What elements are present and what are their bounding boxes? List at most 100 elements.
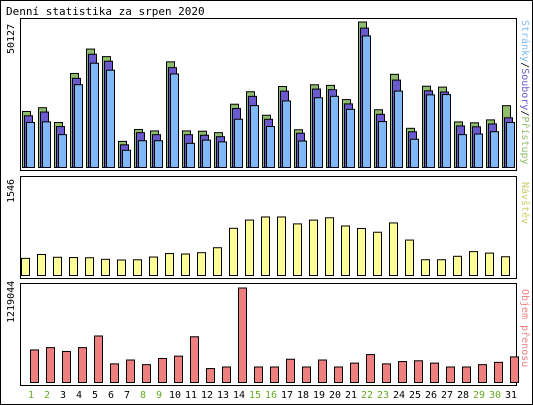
visits-bar-day-1 <box>21 257 30 277</box>
visits-bar-day-24 <box>389 222 398 277</box>
x-label-day-26: 26 <box>425 390 437 401</box>
x-label-day-24: 24 <box>393 390 405 401</box>
hits-bar-2-day-23 <box>378 121 387 168</box>
visits-bar-day-14 <box>229 227 238 276</box>
x-label-day-31: 31 <box>505 390 517 401</box>
hits-bar-2-day-31 <box>506 121 515 168</box>
hits-bar-2-day-16 <box>266 126 275 168</box>
x-label-day-2: 2 <box>44 390 50 401</box>
visits-bar-day-16 <box>261 216 270 276</box>
volume-bar-day-31 <box>510 356 519 384</box>
volume-bar-day-7 <box>126 359 135 383</box>
hits-bar-2-day-9 <box>154 140 163 168</box>
visits-bar-day-11 <box>181 253 190 277</box>
volume-bar-day-18 <box>302 366 311 383</box>
x-label-day-17: 17 <box>281 390 293 401</box>
volume-bar-day-2 <box>46 347 55 384</box>
visits-bar-day-19 <box>309 219 318 276</box>
hits-bar-2-day-14 <box>234 118 243 168</box>
hits-bar-2-day-22 <box>362 35 371 168</box>
hits-bar-2-day-5 <box>90 62 99 168</box>
volume-bar-day-30 <box>494 361 503 383</box>
hits-bar-2-day-17 <box>282 100 291 168</box>
volume-bar-day-19 <box>318 359 327 383</box>
visits-bar-day-23 <box>373 231 382 277</box>
hits-bar-2-day-10 <box>170 73 179 168</box>
volume-bar-day-21 <box>350 362 359 383</box>
volume-bar-day-13 <box>222 366 231 383</box>
volume-bar-day-16 <box>270 366 279 383</box>
visits-bar-day-8 <box>133 259 142 277</box>
volume-max-label: 1219044 <box>6 281 17 323</box>
hits-bar-2-day-2 <box>42 121 51 168</box>
volume-bar-day-29 <box>478 364 487 383</box>
volume-bar-day-17 <box>286 358 295 384</box>
visits-bar-day-29 <box>469 251 478 277</box>
hits-bar-2-day-19 <box>314 97 323 168</box>
x-label-day-23: 23 <box>377 390 389 401</box>
bars-layer <box>21 21 519 384</box>
visits-bar-day-4 <box>69 257 78 276</box>
hits-bar-2-day-29 <box>474 133 483 168</box>
legend-separator-2: / <box>519 110 530 116</box>
volume-bar-day-4 <box>78 347 87 384</box>
visits-bar-day-5 <box>85 257 94 276</box>
visits-bar-day-18 <box>293 223 302 276</box>
legend-separator-1: / <box>519 62 530 68</box>
x-label-day-16: 16 <box>265 390 277 401</box>
hits-bar-2-day-27 <box>442 94 451 168</box>
x-label-day-29: 29 <box>473 390 485 401</box>
volume-bar-day-26 <box>430 362 439 383</box>
legend-pristupy: Přístupy <box>519 116 531 164</box>
x-label-day-13: 13 <box>217 390 229 401</box>
volume-bar-day-27 <box>446 366 455 383</box>
hits-bar-2-day-13 <box>218 141 227 169</box>
x-label-day-7: 7 <box>124 390 130 401</box>
hits-bar-2-day-7 <box>122 149 131 168</box>
volume-bar-day-25 <box>414 360 423 383</box>
hits-bar-2-day-20 <box>330 95 339 168</box>
hits-bar-2-day-8 <box>138 140 147 168</box>
legend-stranky: Stránky <box>519 20 531 62</box>
volume-legend: Objem přenosu <box>519 289 531 367</box>
x-label-day-22: 22 <box>361 390 373 401</box>
volume-bar-day-23 <box>382 363 391 384</box>
visits-bar-day-3 <box>53 256 62 276</box>
volume-bar-day-5 <box>94 335 103 383</box>
volume-bar-day-3 <box>62 350 71 383</box>
volume-bar-day-1 <box>30 349 39 384</box>
x-label-day-12: 12 <box>201 390 213 401</box>
volume-bar-day-9 <box>158 357 167 383</box>
x-label-day-14: 14 <box>233 390 245 401</box>
x-label-day-8: 8 <box>140 390 146 401</box>
hits-bar-2-day-11 <box>186 142 195 168</box>
hits-bar-2-day-25 <box>410 138 419 169</box>
hits-bar-2-day-28 <box>458 134 467 168</box>
x-label-day-9: 9 <box>156 390 162 401</box>
chart-title: Denní statistika za srpen 2020 <box>6 5 205 18</box>
hits-legend: Stránky/Soubory/Přístupy <box>519 20 531 165</box>
hits-bar-2-day-18 <box>298 140 307 169</box>
visits-bar-day-12 <box>197 252 206 277</box>
hits-max-label: 50127 <box>6 24 17 54</box>
visits-bar-day-17 <box>277 216 286 276</box>
x-label-day-19: 19 <box>313 390 325 401</box>
x-label-day-10: 10 <box>169 390 181 401</box>
x-label-day-30: 30 <box>489 390 501 401</box>
x-label-day-1: 1 <box>28 390 34 401</box>
x-axis-labels: 1 2 3 4 5 6 7 8 9 10 11 12 13 14 15 16 17 18 19 20 21 22 23 24 2… <box>28 390 517 401</box>
hits-bar-2-day-26 <box>426 94 435 168</box>
volume-bar-day-24 <box>398 361 407 384</box>
visits-bar-day-31 <box>501 256 510 276</box>
x-label-day-15: 15 <box>249 390 261 401</box>
volume-bar-day-10 <box>174 355 183 383</box>
hits-bar-2-day-3 <box>58 134 67 168</box>
visits-bar-day-21 <box>341 225 350 276</box>
x-label-day-20: 20 <box>329 390 341 401</box>
x-label-day-27: 27 <box>441 390 453 401</box>
volume-bar-day-12 <box>206 368 215 384</box>
hits-bar-2-day-15 <box>250 105 259 168</box>
visits-bar-day-13 <box>213 247 222 276</box>
visits-legend: Návštěv <box>519 182 531 224</box>
